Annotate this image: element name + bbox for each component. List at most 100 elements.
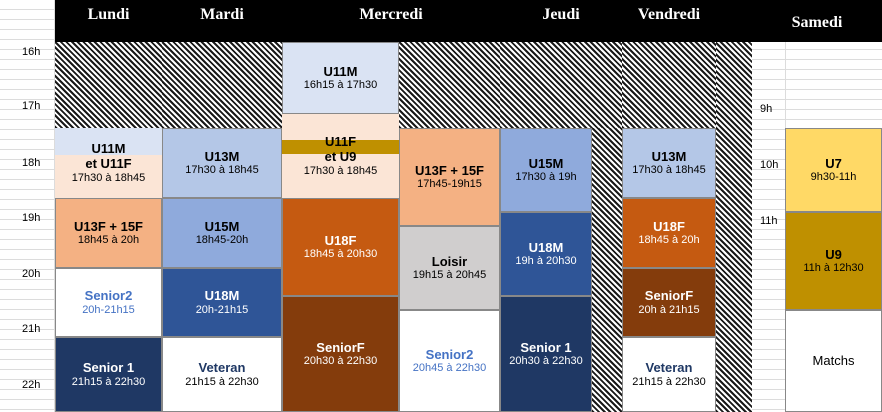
session-time: 17h30 à 18h45 <box>303 165 378 177</box>
session-title: U15M <box>528 155 564 171</box>
unavailable-jeudi-strip <box>592 128 622 412</box>
session-time: 20h30 à 22h30 <box>509 355 583 368</box>
session-lundi-u11m-u11f: U11M et U11F 17h30 à 18h45 <box>55 128 162 198</box>
hour-label-16h: 16h <box>22 46 41 58</box>
session-time: 18h45 à 20h <box>638 234 700 247</box>
session-title: U18F <box>324 232 357 248</box>
header-bar <box>55 0 752 42</box>
session-title: U13M <box>651 148 687 164</box>
session-title: U18M <box>528 239 564 255</box>
session-title: U11F <box>324 133 357 149</box>
unavailable-mardi-top <box>162 42 282 128</box>
session-title: U18M <box>204 288 240 304</box>
session-jeudi-senior1: Senior 1 20h30 à 22h30 <box>500 296 592 412</box>
session-mardi-veteran: Veteran 21h15 à 22h30 <box>162 337 282 412</box>
session-mercredi-u18f: U18F 18h45 à 20h30 <box>282 198 399 296</box>
session-lundi-u13f-15f: U13F + 15F 18h45 à 20h <box>55 198 162 268</box>
session-title: SeniorF <box>316 339 365 355</box>
day-header-jeudi: Jeudi <box>542 6 580 23</box>
session-mercredi-u11m: U11M 16h15 à 17h30 <box>282 42 399 114</box>
samedi-hour-10h: 10h <box>760 159 779 171</box>
hour-label-17h: 17h <box>22 100 41 112</box>
unavailable-mercredi-top <box>399 42 500 128</box>
session-title: Veteran <box>198 360 246 376</box>
session-time: 20h-21h15 <box>195 303 249 316</box>
subheader-mercredi: Mimoun <box>428 27 468 39</box>
session-title: Matchs <box>812 353 855 369</box>
session-time: 17h45-19h15 <box>417 178 482 191</box>
subheader-vendredi: Mimou <box>712 27 746 39</box>
session-title-2: et U11F <box>85 156 132 172</box>
hour-label-18h: 18h <box>22 157 41 169</box>
session-vendredi-u18f: U18F 18h45 à 20h <box>622 198 716 268</box>
session-title: U13F + 15F <box>73 218 143 234</box>
session-time: 20h45 à 22h30 <box>412 362 487 375</box>
session-jeudi-u15m: U15M 17h30 à 19h <box>500 128 592 212</box>
session-title-2: et U9 <box>324 149 357 165</box>
hour-label-22h: 22h <box>22 379 41 391</box>
session-time: 16h15 à 17h30 <box>303 79 378 92</box>
unavailable-lundi-top <box>55 42 162 128</box>
session-title: U11M <box>323 63 358 79</box>
session-mardi-u18m: U18M 20h-21h15 <box>162 268 282 337</box>
session-time: 20h30 à 22h30 <box>303 355 378 368</box>
session-vendredi-seniorf: SeniorF 20h à 21h15 <box>622 268 716 337</box>
session-title: U13M <box>204 148 240 164</box>
session-title: Senior2 <box>84 288 133 304</box>
session-mercredi-u13f-15f: U13F + 15F 17h45-19h15 <box>399 128 500 226</box>
unavailable-vendredi-top <box>622 42 716 128</box>
hour-label-20h: 20h <box>22 268 41 280</box>
unavailable-vendredi-strip <box>716 42 752 412</box>
session-mardi-u15m: U15M 18h45-20h <box>162 198 282 268</box>
session-time: 9h30-11h <box>810 171 857 184</box>
day-header-mardi: Mardi <box>200 6 244 23</box>
session-jeudi-u18m: U18M 19h à 20h30 <box>500 212 592 296</box>
session-title: U7 <box>825 155 842 171</box>
session-samedi-u7: U7 9h30-11h <box>785 128 882 212</box>
session-mercredi-loisir: Loisir 19h15 à 20h45 <box>399 226 500 310</box>
session-time: 19h à 20h30 <box>515 255 577 268</box>
session-title: U13F + 15F <box>414 162 484 178</box>
session-vendredi-veteran: Veteran 21h15 à 22h30 <box>622 337 716 412</box>
session-time: 21h15 à 22h30 <box>185 375 259 388</box>
session-title: SeniorF <box>644 288 694 304</box>
session-title: U9 <box>825 246 842 262</box>
session-samedi-u9: U9 11h à 12h30 <box>785 212 882 310</box>
day-header-vendredi: Vendredi <box>637 6 701 23</box>
session-time: 21h15 à 22h30 <box>71 375 146 388</box>
session-time: 17h30 à 18h45 <box>632 164 706 177</box>
session-lundi-senior1: Senior 1 21h15 à 22h30 <box>55 337 162 412</box>
session-title: U18F <box>653 218 685 234</box>
session-mercredi-seniorf: SeniorF 20h30 à 22h30 <box>282 296 399 412</box>
session-time: 18h45 à 20h <box>77 234 140 247</box>
session-lundi-senior2: Senior2 20h-21h15 <box>55 268 162 337</box>
session-time: 17h30 à 18h45 <box>185 164 259 177</box>
session-title: U11M <box>91 140 126 156</box>
samedi-hour-9h: 9h <box>760 103 773 115</box>
session-title: Senior 1 <box>82 360 135 376</box>
samedi-hour-11h: 11h <box>760 215 778 227</box>
session-title: U15M <box>204 218 240 234</box>
session-title: Senior2 <box>425 346 474 362</box>
session-time: 11h à 12h30 <box>803 262 864 275</box>
session-time: 20h à 21h15 <box>638 303 700 316</box>
unavailable-jeudi-top <box>500 42 622 128</box>
session-time: 18h45 à 20h30 <box>303 248 378 261</box>
header-bar-samedi <box>752 0 882 42</box>
session-time: 17h30 à 18h45 <box>71 172 146 184</box>
session-title: Loisir <box>431 253 468 269</box>
hour-label-21h: 21h <box>22 323 41 335</box>
session-title: Veteran <box>645 360 693 376</box>
day-header-mercredi: Mercredi <box>359 6 423 23</box>
session-time: 21h15 à 22h30 <box>632 375 706 388</box>
session-samedi-matchs: Matchs <box>785 310 882 412</box>
subheader-jeudi: Mimoun <box>586 27 626 39</box>
session-mercredi-u11f-u9: U11F et U9 17h30 à 18h45 <box>282 114 399 198</box>
day-header-samedi: Samedi <box>791 14 843 31</box>
hour-label-19h: 19h <box>22 212 41 224</box>
session-time: 20h-21h15 <box>82 303 135 316</box>
session-title: Senior 1 <box>520 339 572 355</box>
session-vendredi-u13m: U13M 17h30 à 18h45 <box>622 128 716 198</box>
session-time: 18h45-20h <box>195 234 249 247</box>
